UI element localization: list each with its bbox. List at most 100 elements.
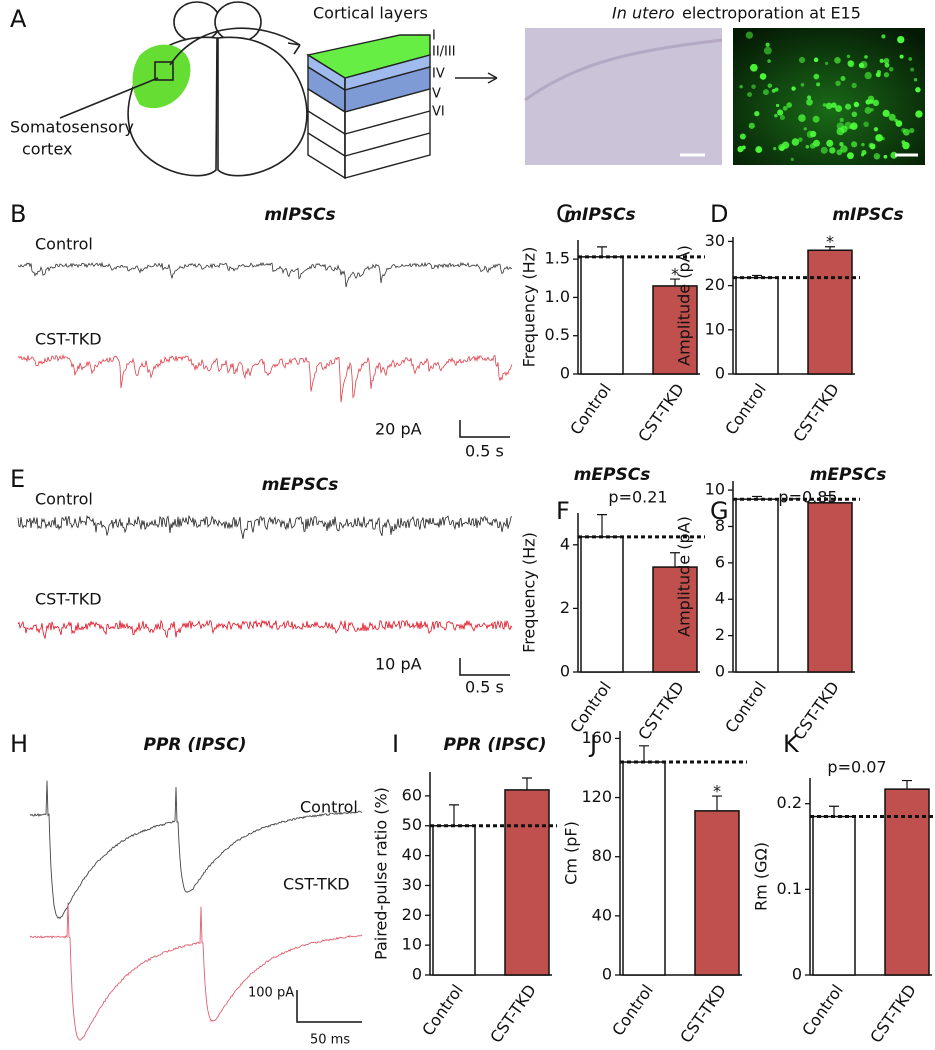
trace-title: mIPSCs (264, 205, 335, 225)
cell (749, 63, 758, 72)
y-tick-label: 0 (715, 364, 725, 383)
y-axis-label: Paired-pulse ratio (%) (372, 787, 391, 960)
cell (759, 73, 767, 80)
error-bar (639, 745, 649, 763)
cell (879, 58, 884, 63)
y-tick-label: 1.0 (545, 287, 570, 306)
cell (846, 54, 851, 59)
bar (504, 789, 550, 976)
panel-letter: I (392, 730, 399, 758)
electroporation-title: In utero (612, 4, 675, 23)
cell (829, 147, 836, 154)
cell (790, 157, 794, 161)
scale-label: 50 ms (310, 1033, 350, 1048)
y-tick-label: 2 (560, 598, 570, 617)
cortical-block (306, 34, 498, 180)
y-axis-label: Cm (pF) (562, 821, 581, 885)
x-tick-label: CST-TKD (866, 981, 920, 1046)
region-label: Somatosensory (10, 118, 134, 137)
cell (851, 111, 858, 118)
condition-label: Control (35, 490, 93, 509)
y-axis-label: Amplitude (pA) (675, 245, 694, 366)
bar (735, 276, 779, 375)
y-tick-label: 0.1 (777, 879, 802, 898)
cell (910, 67, 915, 72)
x-tick-label: CST-TKD (789, 380, 843, 445)
error-bar (902, 779, 912, 790)
scale-label: 10 pA (375, 655, 422, 674)
cell (913, 78, 918, 82)
bar (735, 498, 779, 673)
bar (580, 256, 624, 375)
cell (836, 149, 843, 156)
cell (805, 144, 810, 149)
cell (747, 92, 752, 97)
chart-title: mEPSCs (810, 465, 887, 485)
y-axis-label: Frequency (Hz) (520, 532, 539, 653)
cell (897, 35, 905, 44)
cell (872, 99, 880, 107)
annotation: p=0.07 (827, 758, 886, 777)
trace-cst-tkd (17, 619, 513, 640)
cell (775, 103, 780, 108)
cell (875, 134, 883, 142)
cell (850, 122, 858, 130)
y-tick-label: 40 (592, 905, 612, 924)
cell (739, 84, 743, 89)
x-tick-label: Control (608, 981, 657, 1039)
condition-label: Control (35, 235, 93, 254)
condition-label: Control (300, 798, 358, 817)
cell (774, 113, 778, 118)
y-tick-label: 160 (581, 728, 612, 747)
cell (847, 60, 854, 67)
error-bar (825, 494, 835, 503)
y-tick-label: 0 (602, 965, 612, 984)
y-tick-label: 2 (715, 625, 725, 644)
scale-label: 0.5 s (465, 442, 504, 461)
x-tick-label: CST-TKD (634, 678, 688, 743)
chart-title: mEPSCs (574, 465, 651, 485)
y-axis-label: Frequency (Hz) (520, 247, 539, 368)
cell (767, 59, 771, 63)
bar (652, 566, 698, 673)
bar (807, 502, 853, 673)
cell (765, 42, 770, 47)
panel-letter: H (10, 730, 28, 758)
scale-bar (296, 990, 362, 1023)
cell (777, 109, 784, 116)
y-axis-label: Amplitude (pA) (675, 516, 694, 637)
cell (806, 95, 812, 100)
error-bar (670, 278, 680, 286)
cell (869, 143, 876, 150)
y-tick-label: 60 (402, 785, 422, 804)
cell (873, 153, 881, 160)
cell (873, 127, 879, 132)
cell (851, 141, 858, 148)
y-tick-label: 10 (402, 935, 422, 954)
x-tick-label: Control (721, 678, 770, 736)
x-tick-label: Control (721, 380, 770, 438)
cell (748, 122, 755, 129)
bar (694, 810, 740, 976)
cell (909, 128, 915, 134)
image-detail (524, 38, 723, 102)
annotation: p=0.85 (778, 488, 837, 507)
error-bar (597, 513, 607, 537)
y-tick-label: 6 (715, 552, 725, 571)
fluorescent-cells (737, 31, 923, 161)
error-bar (449, 804, 459, 826)
x-tick-label: Control (418, 981, 467, 1039)
x-tick-label: CST-TKD (634, 380, 688, 445)
y-tick-label: 20 (705, 275, 725, 294)
cell (853, 101, 860, 108)
cell (763, 46, 772, 55)
cell (834, 57, 841, 64)
cell (822, 103, 827, 107)
cell (839, 117, 844, 123)
cell (846, 152, 854, 160)
cell (773, 146, 777, 151)
cell (899, 54, 904, 59)
cell (888, 113, 896, 121)
cell (798, 56, 806, 64)
chart-title: mIPSCs (564, 205, 635, 225)
